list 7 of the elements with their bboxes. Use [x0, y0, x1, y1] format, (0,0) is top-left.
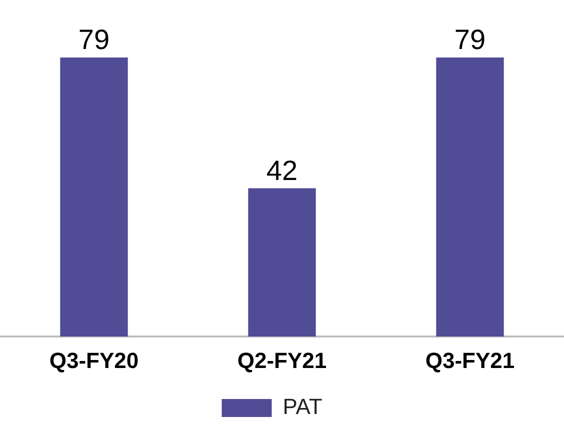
- data-label: 42: [266, 154, 298, 186]
- data-label: 79: [78, 24, 110, 56]
- data-label: 79: [454, 24, 486, 56]
- legend-label: PAT: [282, 394, 322, 420]
- x-tick-label: Q2-FY21: [237, 348, 327, 373]
- x-tick-label: Q3-FY20: [49, 348, 139, 373]
- x-tick-label: Q3-FY21: [425, 348, 515, 373]
